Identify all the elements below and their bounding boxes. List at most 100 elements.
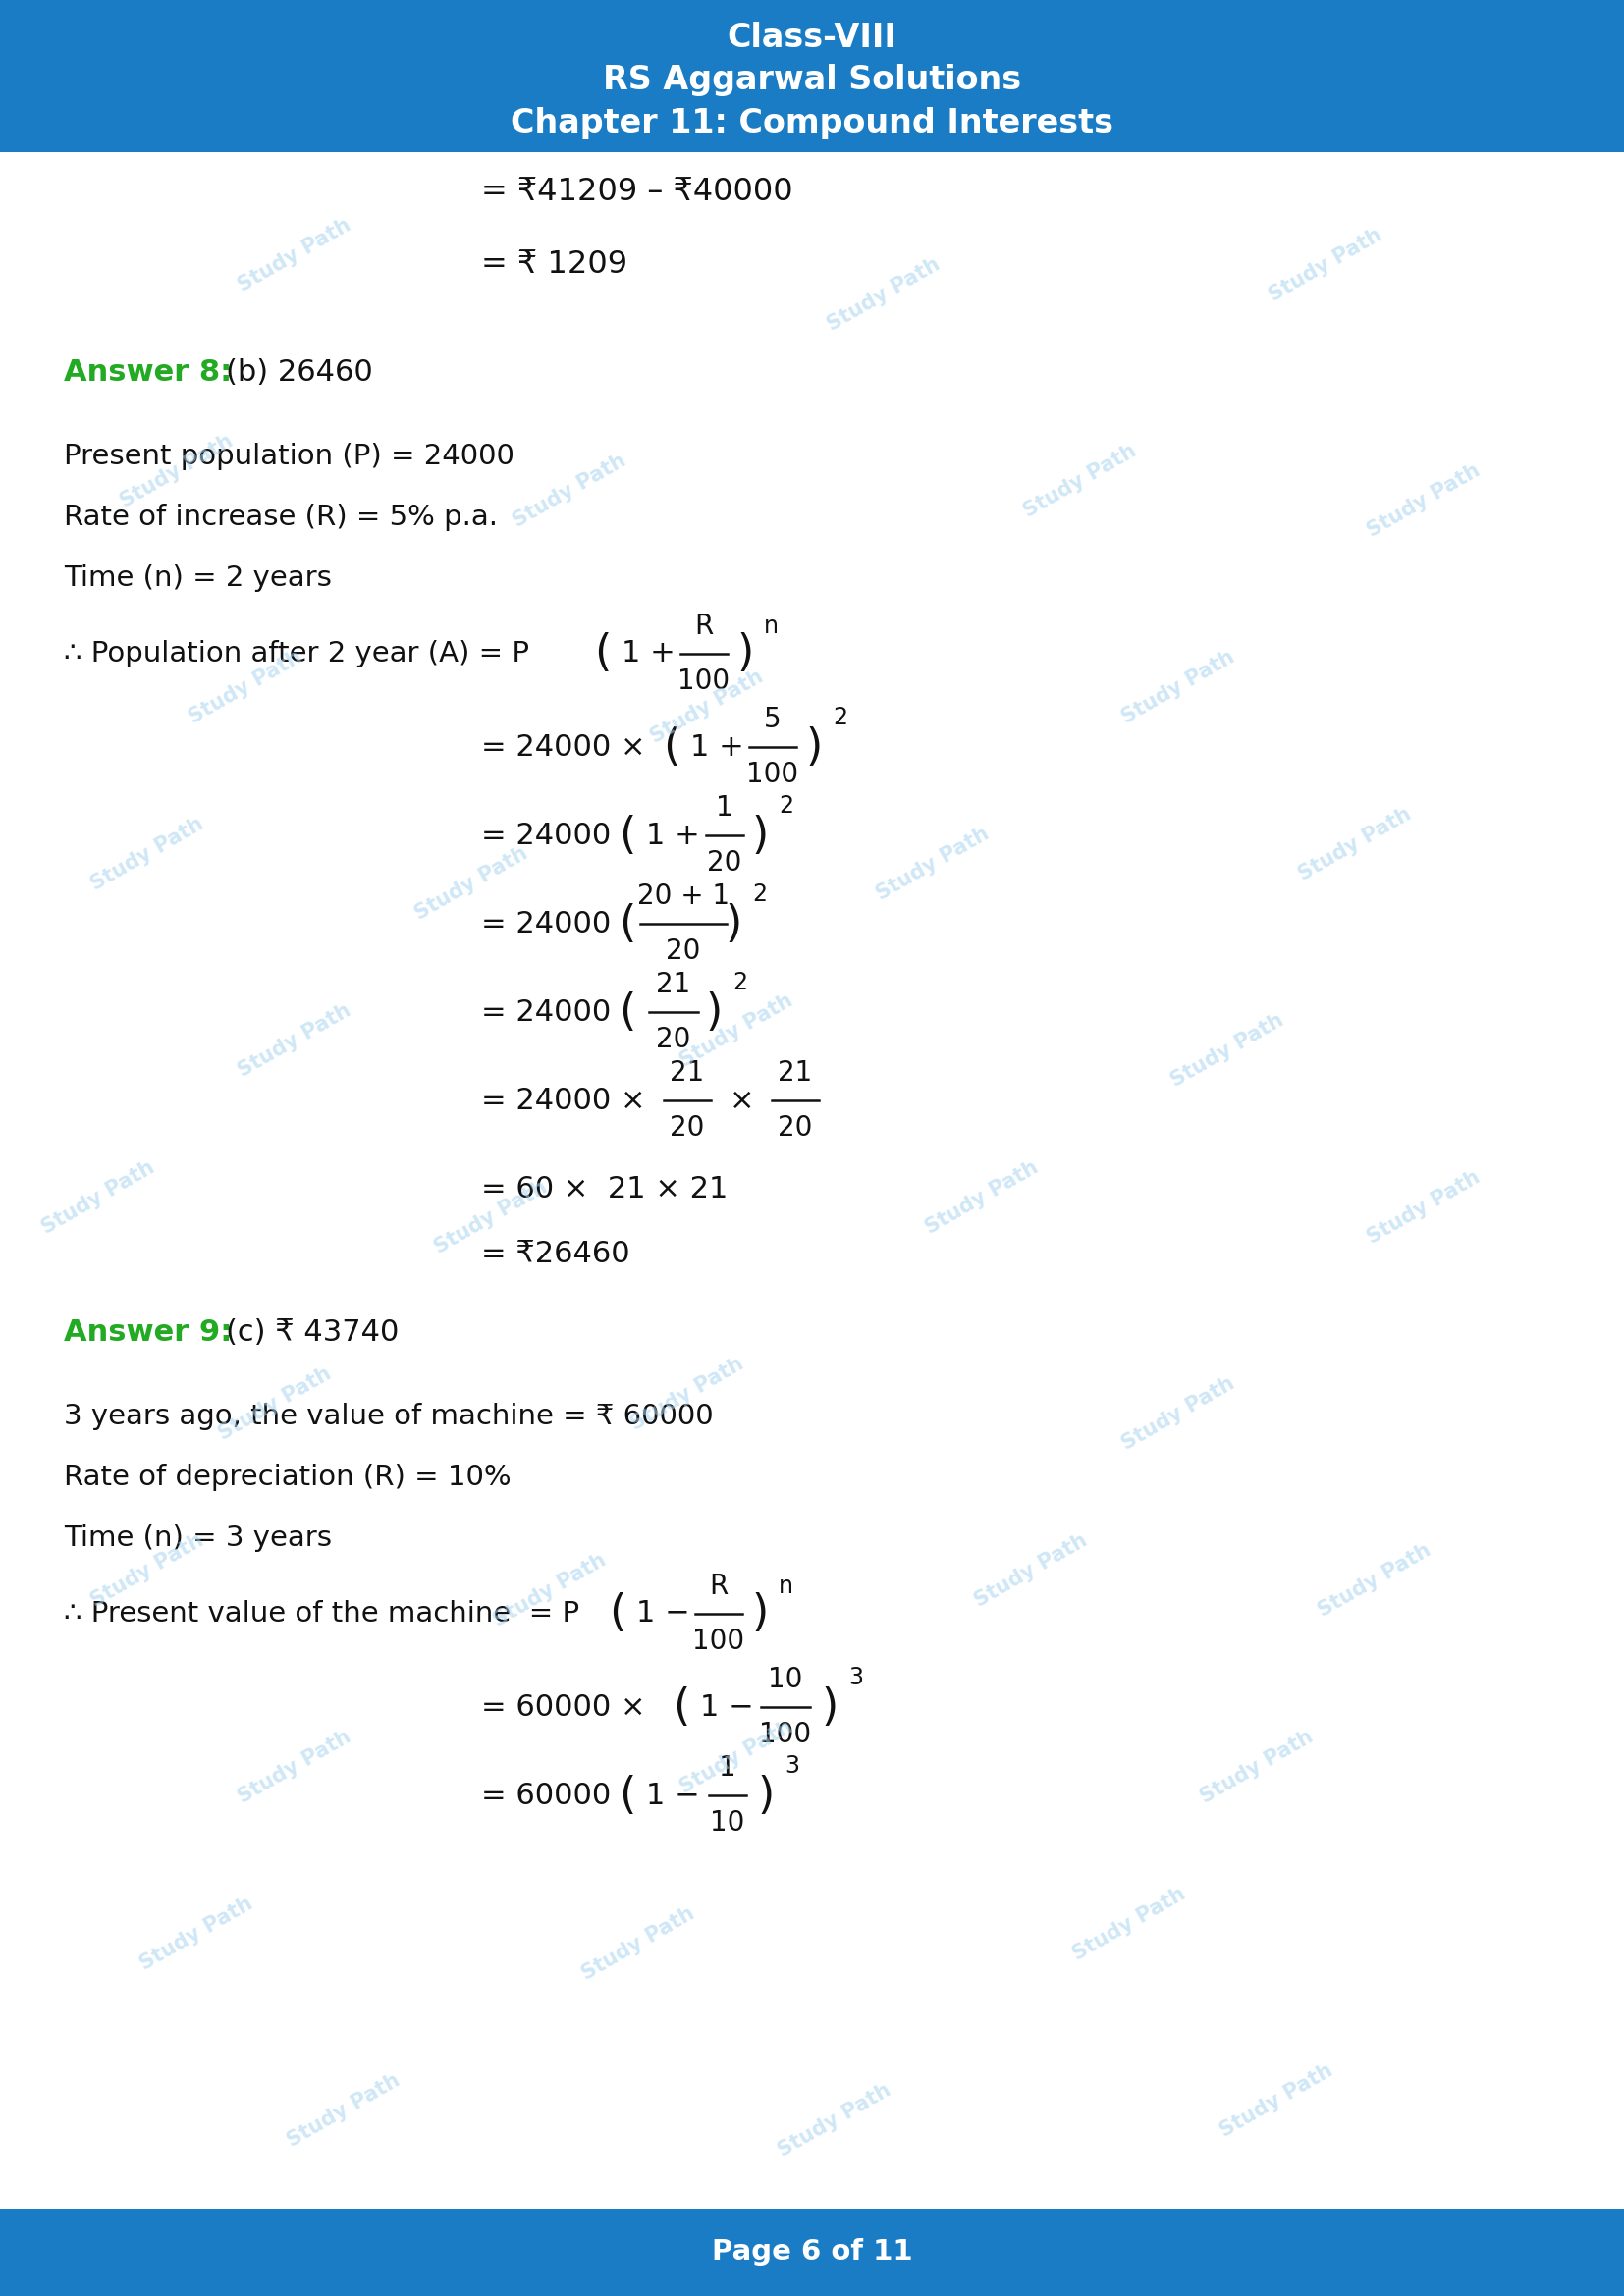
Text: Study Path: Study Path <box>1119 647 1237 728</box>
Text: Study Path: Study Path <box>1364 461 1484 542</box>
Text: (: ( <box>672 1685 690 1729</box>
Text: Answer 8:: Answer 8: <box>63 358 232 388</box>
Text: Study Path: Study Path <box>677 990 796 1070</box>
Text: = ₹41209 – ₹40000: = ₹41209 – ₹40000 <box>481 177 793 207</box>
Text: Study Path: Study Path <box>235 1727 354 1807</box>
Text: 20: 20 <box>706 850 742 877</box>
Text: = ₹ 1209: = ₹ 1209 <box>481 250 627 280</box>
Text: (c) ₹ 43740: (c) ₹ 43740 <box>226 1318 400 1348</box>
Text: = 60000: = 60000 <box>481 1782 611 1809</box>
Text: Class-VIII: Class-VIII <box>728 21 896 53</box>
Text: ): ) <box>757 1775 775 1816</box>
Text: Answer 9:: Answer 9: <box>63 1318 232 1348</box>
Text: Study Path: Study Path <box>430 1178 551 1258</box>
Text: 20: 20 <box>778 1114 812 1141</box>
Text: 20: 20 <box>666 937 700 964</box>
Text: Study Path: Study Path <box>823 255 944 335</box>
Text: (: ( <box>594 634 611 675</box>
Text: 100: 100 <box>693 1628 745 1655</box>
Text: Study Path: Study Path <box>1119 1373 1237 1453</box>
Text: 3: 3 <box>848 1667 862 1690</box>
Text: 21: 21 <box>671 1058 705 1086</box>
Text: Study Path: Study Path <box>1020 441 1140 521</box>
Text: (: ( <box>619 992 635 1033</box>
Text: 3 years ago, the value of machine = ₹ 60000: 3 years ago, the value of machine = ₹ 60… <box>63 1403 713 1430</box>
Text: Study Path: Study Path <box>1168 1010 1288 1091</box>
Text: 2: 2 <box>732 971 747 994</box>
Text: = 24000 ×: = 24000 × <box>481 1086 646 1114</box>
Text: 1 −: 1 − <box>700 1692 754 1722</box>
Text: 2: 2 <box>752 882 767 907</box>
Text: 3: 3 <box>784 1754 799 1777</box>
Bar <box>0 0 1624 152</box>
Text: Study Path: Study Path <box>677 1717 796 1798</box>
Text: Study Path: Study Path <box>510 450 630 530</box>
Text: ×: × <box>729 1086 755 1114</box>
Text: (: ( <box>619 815 635 856</box>
Text: 21: 21 <box>778 1058 812 1086</box>
Text: = 60000 ×: = 60000 × <box>481 1692 646 1722</box>
Text: Study Path: Study Path <box>88 813 208 893</box>
Text: Study Path: Study Path <box>235 216 354 296</box>
Text: Study Path: Study Path <box>39 1157 158 1238</box>
Text: Study Path: Study Path <box>578 1903 698 1984</box>
Text: Study Path: Study Path <box>214 1364 335 1444</box>
Text: Study Path: Study Path <box>646 666 767 746</box>
Text: 2: 2 <box>833 705 848 730</box>
Text: 1 −: 1 − <box>637 1600 690 1628</box>
Text: 100: 100 <box>677 668 731 696</box>
Text: Study Path: Study Path <box>1069 1883 1189 1963</box>
Text: Page 6 of 11: Page 6 of 11 <box>711 2239 913 2266</box>
Text: 100: 100 <box>760 1720 812 1747</box>
Text: ): ) <box>820 1685 838 1729</box>
Text: = 24000: = 24000 <box>481 909 611 939</box>
Text: (: ( <box>619 1775 635 1816</box>
Text: Study Path: Study Path <box>88 1531 208 1612</box>
Text: 20: 20 <box>671 1114 705 1141</box>
Text: ∴ Present value of the machine  = P: ∴ Present value of the machine = P <box>63 1600 580 1628</box>
Text: Study Path: Study Path <box>490 1550 609 1630</box>
Text: Present population (P) = 24000: Present population (P) = 24000 <box>63 443 515 471</box>
Text: ): ) <box>736 634 754 675</box>
Text: R: R <box>710 1573 728 1600</box>
Text: Time (n) = 2 years: Time (n) = 2 years <box>63 565 331 592</box>
Text: Study Path: Study Path <box>1197 1727 1317 1807</box>
Text: Study Path: Study Path <box>1216 2060 1337 2140</box>
Text: Study Path: Study Path <box>971 1531 1091 1612</box>
Text: Chapter 11: Compound Interests: Chapter 11: Compound Interests <box>510 108 1114 140</box>
Text: = 24000: = 24000 <box>481 999 611 1026</box>
Text: Time (n) = 3 years: Time (n) = 3 years <box>63 1525 331 1552</box>
Text: n: n <box>778 1575 794 1598</box>
Text: n: n <box>763 615 778 638</box>
Text: RS Aggarwal Solutions: RS Aggarwal Solutions <box>603 64 1021 96</box>
Text: = ₹26460: = ₹26460 <box>481 1240 630 1270</box>
Text: (b) 26460: (b) 26460 <box>226 358 374 388</box>
Text: Study Path: Study Path <box>235 1001 354 1081</box>
Text: 20: 20 <box>656 1026 690 1054</box>
Text: Study Path: Study Path <box>185 647 305 728</box>
Text: 10: 10 <box>768 1667 802 1692</box>
Text: 5: 5 <box>763 705 781 732</box>
Text: (: ( <box>663 726 680 769</box>
Text: Study Path: Study Path <box>1294 804 1415 884</box>
Text: = 60 ×  21 × 21: = 60 × 21 × 21 <box>481 1176 728 1203</box>
Text: Study Path: Study Path <box>1265 225 1385 305</box>
Text: ): ) <box>752 815 768 856</box>
Text: Study Path: Study Path <box>922 1157 1041 1238</box>
Text: Study Path: Study Path <box>284 2071 403 2151</box>
Text: 20 + 1: 20 + 1 <box>637 882 729 909</box>
Text: Study Path: Study Path <box>1364 1166 1484 1247</box>
Text: 21: 21 <box>656 971 690 999</box>
Text: Study Path: Study Path <box>1315 1541 1434 1621</box>
Text: 1: 1 <box>716 794 734 822</box>
Text: Study Path: Study Path <box>117 432 237 512</box>
Text: Rate of increase (R) = 5% p.a.: Rate of increase (R) = 5% p.a. <box>63 503 499 530</box>
Text: 10: 10 <box>710 1809 745 1837</box>
Text: ): ) <box>724 902 742 946</box>
Text: (: ( <box>609 1593 625 1635</box>
Text: (: ( <box>619 902 635 946</box>
Text: = 24000 ×: = 24000 × <box>481 732 646 762</box>
Text: 1 +: 1 + <box>646 822 700 850</box>
Text: Study Path: Study Path <box>136 1894 257 1975</box>
Text: 1 −: 1 − <box>646 1782 700 1809</box>
